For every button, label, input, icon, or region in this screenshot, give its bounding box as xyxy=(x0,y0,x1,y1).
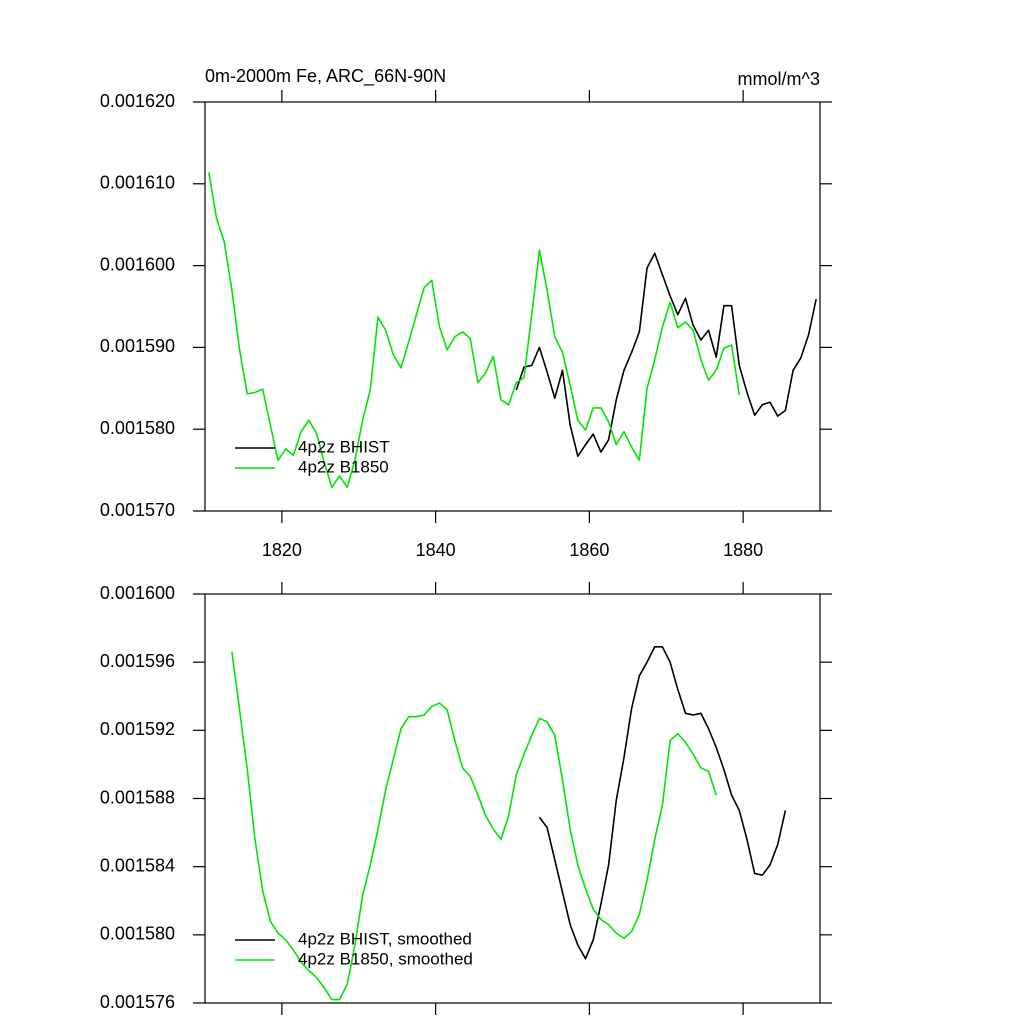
data-line xyxy=(208,172,741,489)
data-line xyxy=(515,252,817,457)
y-tick-label: 0.001600 xyxy=(100,254,175,274)
y-tick-label: 0.001592 xyxy=(100,719,175,739)
data-line xyxy=(231,651,717,1001)
data-line xyxy=(538,646,787,960)
legend-label: 4p2z BHIST, smoothed xyxy=(298,929,472,948)
y-tick-label: 0.001600 xyxy=(100,583,175,603)
y-tick-label: 0.001584 xyxy=(100,855,175,875)
plot-frame xyxy=(204,101,821,512)
chart-title: 0m-2000m Fe, ARC_66N-90N xyxy=(205,66,446,87)
y-tick-label: 0.001588 xyxy=(100,787,175,807)
legend-label: 4p2z BHIST xyxy=(298,437,390,456)
y-tick-label: 0.001576 xyxy=(100,992,175,1012)
legend-label: 4p2z B1850 xyxy=(298,457,389,476)
y-tick-label: 0.001610 xyxy=(100,173,175,193)
y-tick-label: 0.001580 xyxy=(100,418,175,438)
x-tick-label: 1820 xyxy=(262,540,302,560)
y-tick-label: 0.001620 xyxy=(100,91,175,111)
legend-label: 4p2z B1850, smoothed xyxy=(298,949,473,968)
y-tick-label: 0.001580 xyxy=(100,924,175,944)
x-tick-label: 1880 xyxy=(723,540,763,560)
y-tick-label: 0.001570 xyxy=(100,500,175,520)
x-tick-label: 1860 xyxy=(569,540,609,560)
x-tick-label: 1840 xyxy=(416,540,456,560)
y-tick-label: 0.001596 xyxy=(100,651,175,671)
units-label: mmol/m^3 xyxy=(738,69,820,89)
y-tick-label: 0.001590 xyxy=(100,336,175,356)
